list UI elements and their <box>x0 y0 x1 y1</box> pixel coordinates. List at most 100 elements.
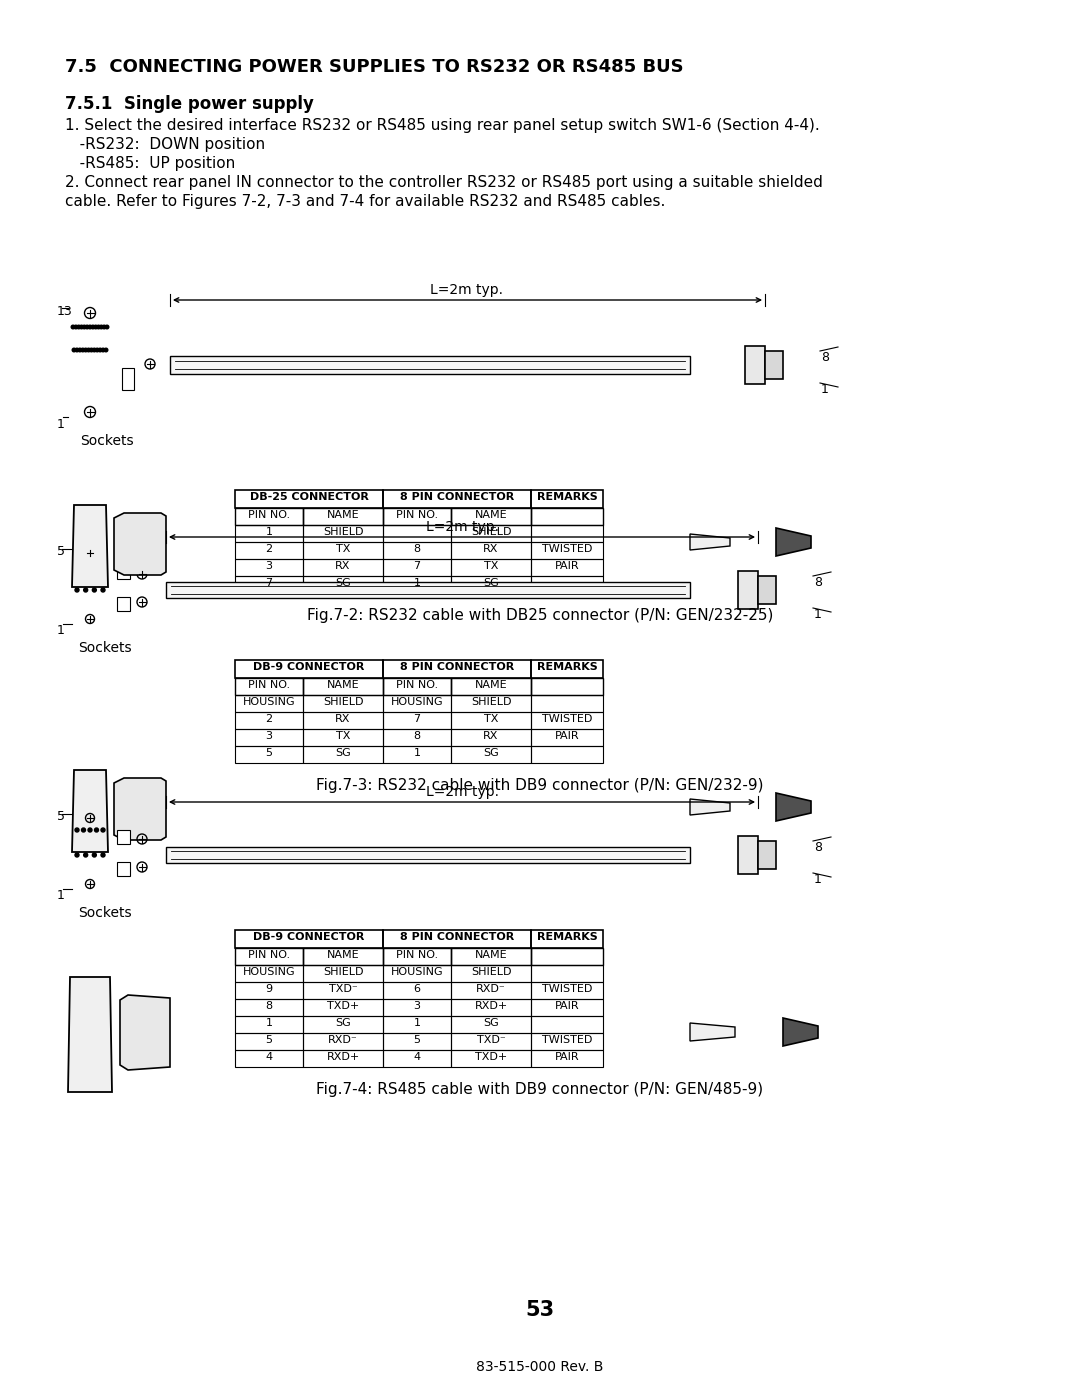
Bar <box>451 542 531 559</box>
Text: RXD⁻: RXD⁻ <box>476 983 505 995</box>
Polygon shape <box>777 793 811 821</box>
Circle shape <box>102 854 105 856</box>
Circle shape <box>95 563 98 567</box>
Circle shape <box>80 326 83 328</box>
Bar <box>303 999 383 1016</box>
Bar <box>451 678 531 694</box>
Text: 9: 9 <box>266 983 272 995</box>
Bar <box>383 1016 451 1032</box>
Text: 3: 3 <box>266 562 272 571</box>
Bar <box>451 1032 531 1051</box>
Bar <box>451 1016 531 1032</box>
Circle shape <box>77 326 81 328</box>
Text: Fig.7-3: RS232 cable with DB9 connector (P/N: GEN/232-9): Fig.7-3: RS232 cable with DB9 connector … <box>316 778 764 793</box>
Bar <box>451 525 531 542</box>
Text: TWISTED: TWISTED <box>542 983 592 995</box>
Bar <box>451 982 531 999</box>
Text: 1: 1 <box>414 747 420 759</box>
Bar <box>531 694 603 712</box>
Text: PAIR: PAIR <box>555 562 579 571</box>
Bar <box>166 847 690 863</box>
Bar <box>235 930 383 949</box>
Text: 1: 1 <box>57 418 65 432</box>
Bar <box>451 949 531 965</box>
Bar <box>383 576 451 592</box>
Text: Sockets: Sockets <box>78 641 132 655</box>
Circle shape <box>83 854 87 856</box>
Text: 2. Connect rear panel IN connector to the controller RS232 or RS485 port using a: 2. Connect rear panel IN connector to th… <box>65 175 823 190</box>
Bar <box>383 982 451 999</box>
Bar <box>235 982 303 999</box>
Bar <box>303 982 383 999</box>
Bar <box>235 490 383 509</box>
Polygon shape <box>114 778 166 840</box>
Circle shape <box>95 348 99 352</box>
Bar <box>235 999 303 1016</box>
Circle shape <box>85 326 89 328</box>
Circle shape <box>81 563 85 567</box>
Text: TX: TX <box>484 714 498 724</box>
Circle shape <box>103 326 106 328</box>
Text: Fig.7-2: RS232 cable with DB25 connector (P/N: GEN/232-25): Fig.7-2: RS232 cable with DB25 connector… <box>307 608 773 623</box>
Polygon shape <box>120 995 170 1070</box>
Circle shape <box>71 326 75 328</box>
Circle shape <box>93 348 96 352</box>
Text: 7: 7 <box>266 578 272 588</box>
Text: -RS232:  DOWN position: -RS232: DOWN position <box>65 137 265 152</box>
Circle shape <box>75 588 79 592</box>
Text: SG: SG <box>335 1018 351 1028</box>
Bar <box>117 830 130 844</box>
Text: PIN NO.: PIN NO. <box>396 510 438 520</box>
Text: HOUSING: HOUSING <box>243 697 295 707</box>
Text: RXD⁻: RXD⁻ <box>328 1035 357 1045</box>
Bar <box>235 1032 303 1051</box>
Text: L=2m typ.: L=2m typ. <box>426 785 499 799</box>
Text: 8: 8 <box>814 576 822 590</box>
Text: DB-9 CONNECTOR: DB-9 CONNECTOR <box>254 932 365 942</box>
Bar <box>303 949 383 965</box>
Bar <box>531 576 603 592</box>
Text: 6: 6 <box>414 983 420 995</box>
Bar <box>117 862 130 876</box>
Circle shape <box>98 348 102 352</box>
Text: NAME: NAME <box>326 950 360 960</box>
Circle shape <box>99 326 103 328</box>
Bar <box>383 694 451 712</box>
Text: 1: 1 <box>414 1018 420 1028</box>
Bar <box>383 490 531 509</box>
Text: RXD+: RXD+ <box>326 1052 360 1062</box>
Text: 1: 1 <box>821 383 828 395</box>
Text: PAIR: PAIR <box>555 1002 579 1011</box>
Circle shape <box>87 563 92 567</box>
Bar <box>531 729 603 746</box>
Text: TWISTED: TWISTED <box>542 543 592 555</box>
Bar <box>531 542 603 559</box>
Bar <box>383 659 531 678</box>
Text: PIN NO.: PIN NO. <box>396 680 438 690</box>
Bar <box>170 356 690 374</box>
Text: 1: 1 <box>266 1018 272 1028</box>
Text: 1: 1 <box>57 888 65 902</box>
Circle shape <box>82 326 86 328</box>
Bar <box>383 965 451 982</box>
Text: 3: 3 <box>266 731 272 740</box>
Text: PIN NO.: PIN NO. <box>396 950 438 960</box>
Bar <box>117 597 130 610</box>
Polygon shape <box>690 534 730 550</box>
Bar <box>235 729 303 746</box>
Bar <box>531 982 603 999</box>
Bar <box>235 1051 303 1067</box>
Bar <box>451 559 531 576</box>
Text: REMARKS: REMARKS <box>537 932 597 942</box>
Bar <box>122 367 134 390</box>
Circle shape <box>90 348 93 352</box>
Text: 7.5  CONNECTING POWER SUPPLIES TO RS232 OR RS485 BUS: 7.5 CONNECTING POWER SUPPLIES TO RS232 O… <box>65 59 684 75</box>
Bar <box>235 659 383 678</box>
Text: 1: 1 <box>266 527 272 536</box>
Bar <box>235 576 303 592</box>
Bar <box>303 1032 383 1051</box>
Bar <box>383 559 451 576</box>
Circle shape <box>95 828 98 833</box>
Polygon shape <box>114 513 166 576</box>
Text: TX: TX <box>336 731 350 740</box>
